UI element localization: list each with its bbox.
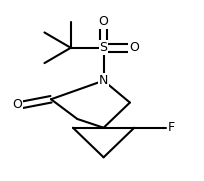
Text: O: O xyxy=(12,98,22,111)
Text: S: S xyxy=(99,41,107,54)
Text: N: N xyxy=(98,74,108,87)
Text: O: O xyxy=(98,15,108,28)
Text: O: O xyxy=(129,41,139,54)
Text: F: F xyxy=(167,121,174,134)
